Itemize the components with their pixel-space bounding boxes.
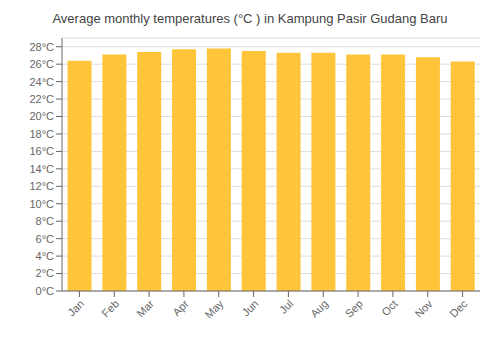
svg-text:2°C: 2°C [36, 267, 55, 279]
svg-text:May: May [203, 297, 227, 321]
svg-text:10°C: 10°C [29, 198, 54, 210]
svg-text:Jan: Jan [65, 297, 86, 318]
svg-text:28°C: 28°C [29, 41, 54, 53]
svg-text:26°C: 26°C [29, 58, 54, 70]
svg-text:Sep: Sep [343, 297, 365, 319]
svg-text:6°C: 6°C [36, 233, 55, 245]
svg-text:16°C: 16°C [29, 145, 54, 157]
svg-text:Mar: Mar [134, 297, 156, 319]
svg-text:Aug: Aug [308, 297, 330, 319]
html-text:Average monthly temperatures (: Average monthly temperatures (°C ) in Ka… [52, 11, 448, 26]
svg-text:Dec: Dec [447, 297, 470, 320]
svg-text:4°C: 4°C [36, 250, 55, 262]
svg-text:18°C: 18°C [29, 128, 54, 140]
svg-text:Jul: Jul [277, 297, 295, 315]
svg-text:14°C: 14°C [29, 163, 54, 175]
svg-text:0°C: 0°C [36, 285, 55, 297]
svg-text:Oct: Oct [379, 297, 400, 318]
svg-text:Feb: Feb [99, 297, 121, 319]
svg-text:12°C: 12°C [29, 180, 54, 192]
svg-text:Jun: Jun [239, 297, 260, 318]
svg-text:24°C: 24°C [29, 76, 54, 88]
svg-text:8°C: 8°C [36, 215, 55, 227]
svg-text:Apr: Apr [170, 297, 191, 318]
svg-text:Nov: Nov [412, 297, 435, 320]
svg-text:22°C: 22°C [29, 93, 54, 105]
svg-text:20°C: 20°C [29, 110, 54, 122]
